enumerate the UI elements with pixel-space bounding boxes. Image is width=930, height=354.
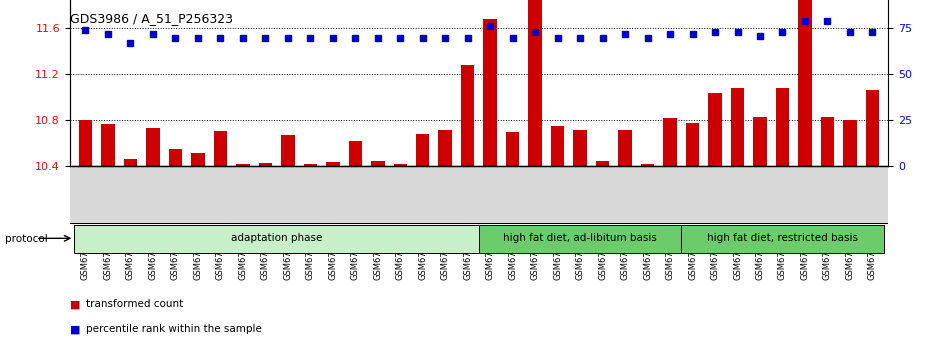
Text: ■: ■ (70, 299, 80, 309)
Text: high fat diet, ad-libitum basis: high fat diet, ad-libitum basis (503, 233, 658, 243)
Bar (551, 126, 565, 166)
Bar (596, 161, 609, 166)
Bar (685, 123, 699, 166)
Bar (326, 162, 339, 166)
FancyBboxPatch shape (682, 225, 883, 253)
FancyBboxPatch shape (479, 225, 682, 253)
Bar (168, 149, 182, 166)
Bar (438, 130, 452, 166)
FancyBboxPatch shape (74, 225, 479, 253)
Bar (461, 65, 474, 166)
Text: percentile rank within the sample: percentile rank within the sample (86, 324, 262, 334)
Bar (618, 130, 631, 166)
Bar (371, 161, 384, 166)
Bar (124, 159, 138, 166)
Bar (798, 0, 812, 166)
Bar (753, 117, 766, 166)
Bar (484, 19, 497, 166)
Bar (776, 88, 790, 166)
Bar (303, 164, 317, 166)
Bar (101, 124, 114, 166)
Text: high fat diet, restricted basis: high fat diet, restricted basis (707, 233, 858, 243)
Bar (663, 118, 677, 166)
Bar (236, 164, 249, 166)
Bar (820, 117, 834, 166)
Bar (146, 129, 160, 166)
Bar (731, 88, 744, 166)
Bar (259, 163, 272, 166)
Bar (709, 93, 722, 166)
Bar (281, 135, 295, 166)
Text: protocol: protocol (5, 234, 47, 244)
Bar (866, 91, 879, 166)
Bar (416, 134, 430, 166)
Bar (79, 120, 92, 166)
Bar (192, 153, 205, 166)
Bar (844, 120, 857, 166)
Bar (574, 130, 587, 166)
Bar (528, 0, 542, 166)
Text: adaptation phase: adaptation phase (231, 233, 323, 243)
Bar (393, 164, 407, 166)
Bar (349, 141, 362, 166)
Bar (641, 164, 655, 166)
Text: transformed count: transformed count (86, 299, 184, 309)
Bar (506, 132, 520, 166)
Text: ■: ■ (70, 324, 80, 334)
Bar (214, 131, 227, 166)
Text: GDS3986 / A_51_P256323: GDS3986 / A_51_P256323 (70, 12, 232, 25)
